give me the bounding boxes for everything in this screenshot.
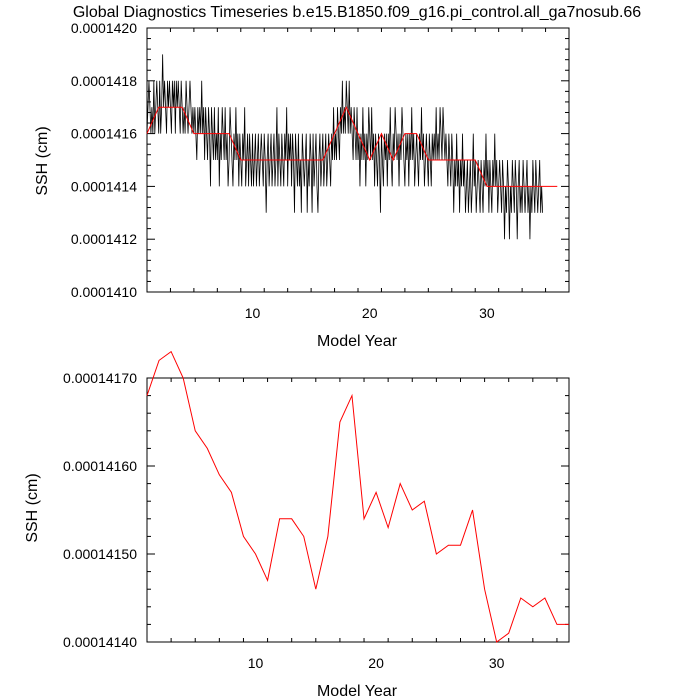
bottom-y-tick-label: 0.00014160 [63, 458, 137, 474]
top-y-tick-label: 0.0001414 [71, 178, 137, 194]
bottom-y-tick-label: 0.00014150 [63, 546, 137, 562]
bottom-y-tick-label: 0.00014170 [63, 370, 137, 386]
top-series-monthly [146, 54, 544, 240]
top-y-tick-label: 0.0001412 [71, 231, 137, 247]
bottom-y-axis-label: SSH (cm) [24, 473, 41, 542]
bottom-x-tick-label: 10 [248, 655, 264, 671]
bottom-series-annual-mean [146, 350, 569, 643]
top-y-tick-label: 0.0001410 [71, 284, 137, 300]
top-series-annual-mean [146, 105, 558, 187]
top-y-tick-label: 0.0001418 [71, 73, 137, 89]
top-y-axis-label: SSH (cm) [34, 126, 51, 195]
bottom-y-tick-label: 0.00014140 [63, 634, 137, 650]
top-panel: Model Year SSH (cm) 0.0001410 0.0001412 0.… [34, 20, 570, 350]
figure-title: Global Diagnostics Timeseries b.e15.B185… [73, 4, 641, 21]
bottom-x-tick-label: 20 [368, 655, 384, 671]
bottom-x-axis-label: Model Year [317, 683, 398, 700]
top-y-tick-label: 0.0001420 [71, 20, 137, 36]
bottom-panel: Model Year SSH (cm) 0.00014140 0.00014150… [24, 350, 570, 700]
top-x-axis-label: Model Year [317, 333, 398, 350]
top-x-tick-label: 30 [479, 305, 495, 321]
top-y-tick-label: 0.0001416 [71, 126, 137, 142]
top-x-tick-label: 10 [245, 305, 261, 321]
bottom-x-tick-label: 30 [489, 655, 505, 671]
top-x-tick-label: 20 [362, 305, 378, 321]
bottom-plot-frame [146, 377, 570, 643]
